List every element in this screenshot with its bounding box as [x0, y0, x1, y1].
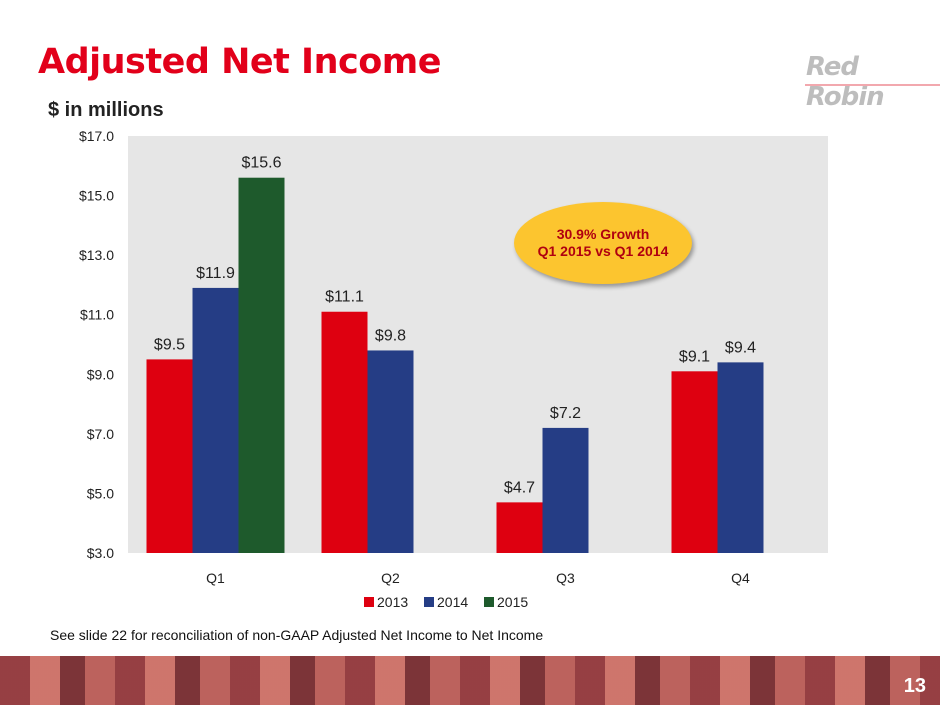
y-tick-label: $13.0	[79, 247, 114, 263]
data-label: $11.1	[325, 289, 364, 306]
legend-swatch-2014	[424, 597, 434, 607]
legend-swatch-2015	[484, 597, 494, 607]
bar-2013-Q1	[146, 359, 193, 553]
data-label: $9.1	[679, 348, 710, 365]
y-tick-label: $5.0	[87, 485, 114, 501]
bar-2015-Q1	[238, 177, 285, 553]
bar-2013-Q3	[496, 502, 543, 553]
data-label: $9.4	[725, 339, 756, 356]
legend-swatch-2013	[364, 597, 374, 607]
data-label: $7.2	[550, 405, 581, 422]
growth-callout: 30.9% Growth Q1 2015 vs Q1 2014	[514, 202, 692, 284]
units-label: $ in millions	[48, 99, 164, 121]
page-number: 13	[903, 675, 926, 697]
bar-2014-Q2	[367, 350, 414, 553]
data-label: $9.8	[375, 327, 406, 344]
callout-line1: 30.9% Growth	[556, 226, 650, 242]
data-label: $15.6	[241, 155, 281, 172]
x-tick-label: Q4	[731, 570, 750, 586]
y-tick-label: $9.0	[87, 366, 114, 382]
bar-2014-Q3	[542, 427, 589, 553]
data-label: $9.5	[154, 336, 185, 353]
bar-chart: $3.0 $5.0 $7.0 $9.0 $11.0 $13.0 $15.0 $17.0 Q1 $9…	[79, 128, 828, 610]
y-tick-label: $17.0	[79, 128, 114, 144]
callout-line2: Q1 2015 vs Q1 2014	[537, 243, 669, 259]
data-label: $4.7	[504, 479, 535, 496]
x-tick-label: Q3	[556, 570, 575, 586]
y-tick-label: $3.0	[87, 545, 114, 561]
y-tick-label: $11.0	[80, 307, 114, 323]
legend-label: 2013	[377, 594, 408, 610]
bar-2014-Q4	[717, 362, 764, 553]
footnote: See slide 22 for reconciliation of non-G…	[50, 627, 544, 643]
legend-label: 2015	[497, 594, 528, 610]
x-tick-label: Q1	[206, 570, 225, 586]
bar-2013-Q2	[321, 311, 368, 553]
slide-title: Adjusted Net Income	[38, 42, 441, 82]
data-label: $11.9	[196, 265, 235, 282]
photo-strip	[0, 656, 940, 705]
red-robin-logo: Red Robin	[806, 52, 885, 112]
logo-underline	[805, 84, 940, 86]
x-tick-label: Q2	[381, 570, 400, 586]
y-tick-label: $15.0	[79, 188, 114, 204]
bar-2013-Q4	[671, 371, 718, 553]
y-tick-label: $7.0	[87, 426, 114, 442]
bar-2014-Q1	[192, 287, 239, 553]
legend-label: 2014	[437, 594, 468, 610]
